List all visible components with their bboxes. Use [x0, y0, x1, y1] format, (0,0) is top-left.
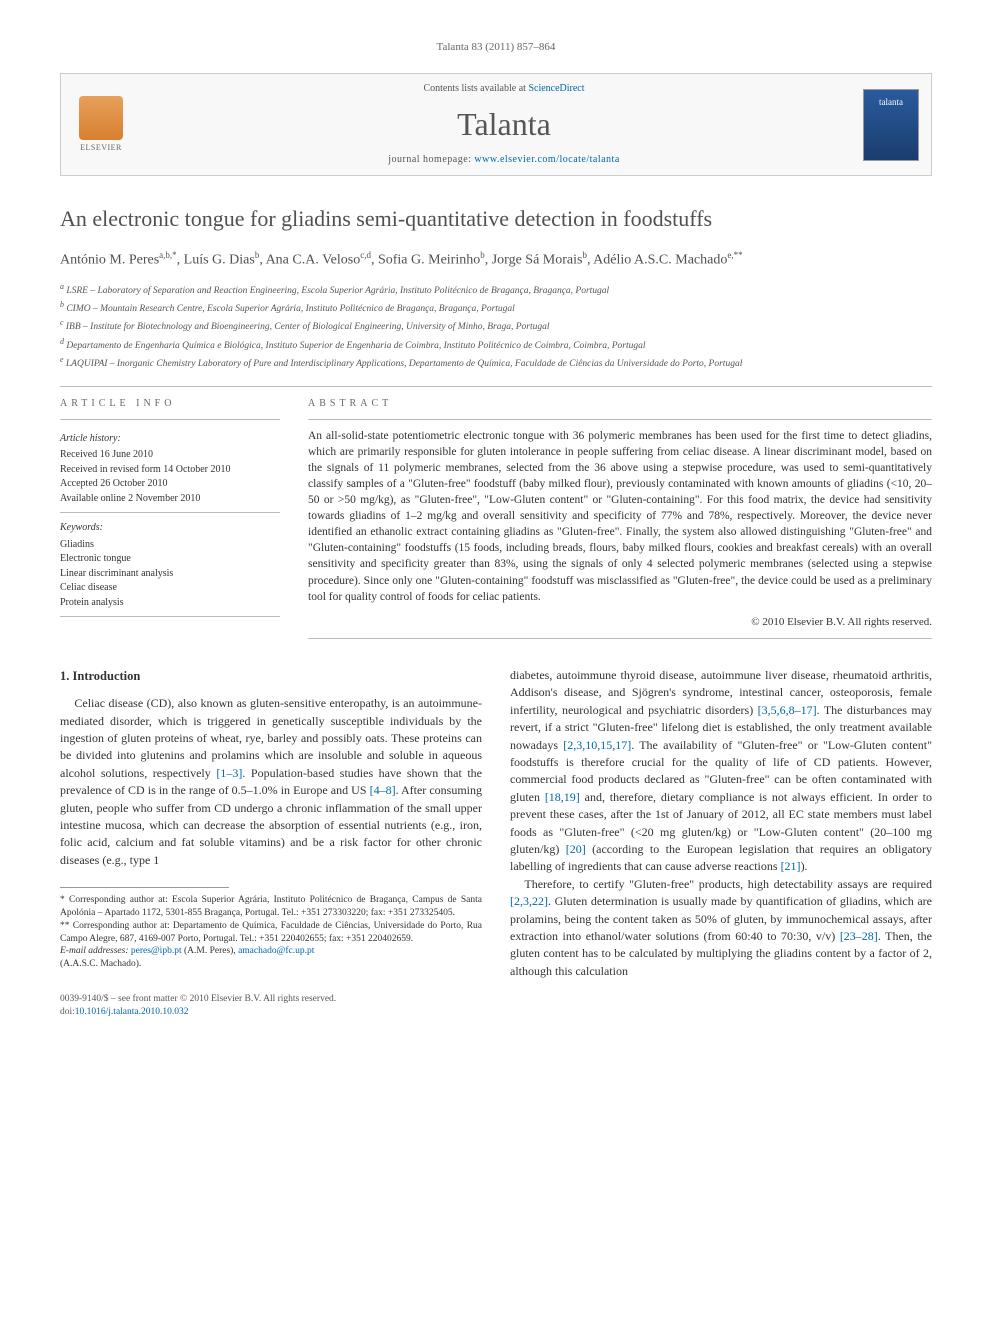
sciencedirect-link[interactable]: ScienceDirect	[528, 83, 584, 94]
history-line: Received in revised form 14 October 2010	[60, 463, 280, 478]
header-citation: Talanta 83 (2011) 857–864	[60, 40, 932, 55]
doi-label: doi:	[60, 1007, 75, 1017]
ref-citation[interactable]: [2,3,10,15,17]	[563, 738, 631, 752]
abstract-copyright: © 2010 Elsevier B.V. All rights reserved…	[308, 615, 932, 639]
ref-citation[interactable]: [2,3,22]	[510, 894, 548, 908]
contents-prefix: Contents lists available at	[423, 83, 528, 94]
affiliation-line: c IBB – Institute for Biotechnology and …	[60, 317, 932, 334]
doi-link[interactable]: 10.1016/j.talanta.2010.10.032	[75, 1007, 189, 1017]
affiliation-line: e LAQUIPAI – Inorganic Chemistry Laborat…	[60, 354, 932, 371]
corresponding-author-1: * Corresponding author at: Escola Superi…	[60, 894, 482, 920]
history-line: Available online 2 November 2010	[60, 492, 280, 507]
body-columns: 1. Introduction Celiac disease (CD), als…	[60, 667, 932, 1019]
abstract-text: An all-solid-state potentiometric electr…	[308, 419, 932, 605]
body-paragraph: diabetes, autoimmune thyroid disease, au…	[510, 667, 932, 876]
article-history-label: Article history:	[60, 432, 280, 447]
email-line: E-mail addresses: peres@ipb.pt (A.M. Per…	[60, 945, 482, 971]
ref-citation[interactable]: [3,5,6,8–17]	[758, 703, 817, 717]
authors-list: António M. Peresa,b,*, Luís G. Diasb, An…	[60, 249, 932, 271]
keywords-label: Keywords:	[60, 521, 280, 536]
ref-citation[interactable]: [1–3]	[216, 766, 242, 780]
email-who-1: (A.M. Peres),	[182, 946, 238, 956]
keyword: Celiac disease	[60, 581, 280, 596]
keyword: Linear discriminant analysis	[60, 567, 280, 582]
email-link-2[interactable]: amachado@fc.up.pt	[238, 946, 314, 956]
footnotes: * Corresponding author at: Escola Superi…	[60, 894, 482, 971]
history-line: Received 16 June 2010	[60, 448, 280, 463]
article-history-block: Article history: Received 16 June 2010Re…	[60, 419, 280, 514]
affiliation-line: d Departamento de Engenharia Química e B…	[60, 336, 932, 353]
divider	[60, 386, 932, 387]
ref-citation[interactable]: [20]	[566, 842, 586, 856]
page-footer: 0039-9140/$ – see front matter © 2010 El…	[60, 993, 482, 1019]
body-column-right: diabetes, autoimmune thyroid disease, au…	[510, 667, 932, 1019]
body-column-left: 1. Introduction Celiac disease (CD), als…	[60, 667, 482, 1019]
keyword: Gliadins	[60, 538, 280, 553]
section-title: Introduction	[73, 669, 141, 683]
journal-header: ELSEVIER Contents lists available at Sci…	[60, 73, 932, 176]
section-number: 1.	[60, 669, 69, 683]
affiliations: a LSRE – Laboratory of Separation and Re…	[60, 281, 932, 372]
info-abstract-row: article info Article history: Received 1…	[60, 397, 932, 639]
abstract-column: abstract An all-solid-state potentiometr…	[308, 397, 932, 639]
keyword: Protein analysis	[60, 596, 280, 611]
ref-citation[interactable]: [18,19]	[545, 790, 580, 804]
ref-citation[interactable]: [21]	[781, 859, 801, 873]
elsevier-label: ELSEVIER	[80, 142, 122, 153]
homepage-prefix: journal homepage:	[388, 154, 474, 165]
history-line: Accepted 26 October 2010	[60, 477, 280, 492]
email-label: E-mail addresses:	[60, 946, 131, 956]
journal-cover-thumbnail: talanta	[863, 89, 919, 161]
elsevier-logo: ELSEVIER	[73, 94, 129, 156]
keywords-block: Keywords: GliadinsElectronic tongueLinea…	[60, 521, 280, 617]
journal-name: Talanta	[145, 102, 863, 147]
homepage-link[interactable]: www.elsevier.com/locate/talanta	[474, 154, 619, 165]
corresponding-author-2: ** Corresponding author at: Departamento…	[60, 920, 482, 946]
ref-citation[interactable]: [4–8]	[370, 783, 396, 797]
article-info-heading: article info	[60, 397, 280, 411]
footer-copyright: 0039-9140/$ – see front matter © 2010 El…	[60, 993, 482, 1006]
footnote-separator	[60, 887, 229, 888]
abstract-heading: abstract	[308, 397, 932, 411]
homepage-line: journal homepage: www.elsevier.com/locat…	[145, 153, 863, 167]
email-who-2: (A.A.S.C. Machado).	[60, 959, 141, 969]
article-info-column: article info Article history: Received 1…	[60, 397, 280, 639]
keyword: Electronic tongue	[60, 552, 280, 567]
journal-header-center: Contents lists available at ScienceDirec…	[145, 82, 863, 167]
affiliation-line: b CIMO – Mountain Research Centre, Escol…	[60, 299, 932, 316]
email-link-1[interactable]: peres@ipb.pt	[131, 946, 182, 956]
article-title: An electronic tongue for gliadins semi-q…	[60, 204, 932, 235]
body-paragraph: Celiac disease (CD), also known as glute…	[60, 695, 482, 869]
body-paragraph: Therefore, to certify "Gluten-free" prod…	[510, 876, 932, 980]
affiliation-line: a LSRE – Laboratory of Separation and Re…	[60, 281, 932, 298]
ref-citation[interactable]: [23–28]	[840, 929, 878, 943]
contents-line: Contents lists available at ScienceDirec…	[145, 82, 863, 96]
elsevier-tree-icon	[79, 96, 123, 140]
section-heading: 1. Introduction	[60, 667, 482, 685]
